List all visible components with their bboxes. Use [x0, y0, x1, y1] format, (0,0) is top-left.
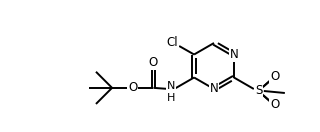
Text: N: N [210, 82, 218, 95]
Text: N
H: N H [167, 81, 175, 103]
Text: S: S [255, 84, 262, 98]
Text: O: O [128, 81, 137, 94]
Text: O: O [270, 70, 279, 84]
Text: O: O [270, 98, 279, 112]
Text: N: N [229, 48, 238, 61]
Text: O: O [149, 56, 158, 69]
Text: Cl: Cl [166, 36, 178, 48]
